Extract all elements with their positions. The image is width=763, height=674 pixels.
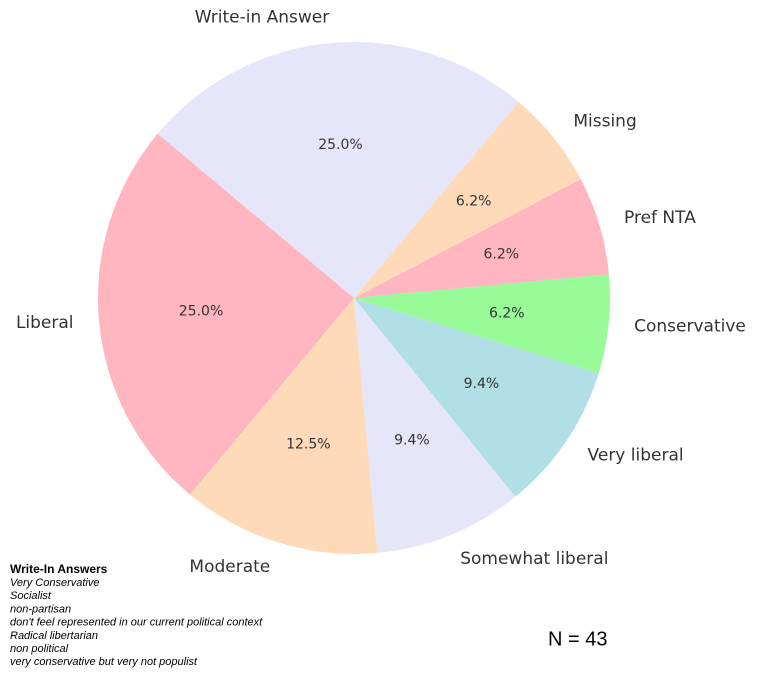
write-in-answer: Very Conservative: [10, 577, 99, 589]
slice-label: Pref NTA: [624, 208, 696, 228]
slice-percent: 6.2%: [489, 306, 525, 322]
slice-label: Very liberal: [588, 445, 684, 465]
slice-label: Write-in Answer: [195, 7, 330, 27]
pie-slice: [190, 298, 378, 554]
sample-size: N = 43: [548, 628, 607, 650]
pie-slice: [97, 133, 354, 495]
slice-percent: 12.5%: [286, 437, 330, 453]
pie-slice: [157, 41, 519, 298]
slice-label: Missing: [573, 111, 636, 131]
pie-slice: [354, 298, 599, 497]
slice-label: Liberal: [16, 313, 74, 333]
write-in-answer: non-partisan: [10, 603, 71, 615]
pie-slice: [354, 274, 610, 373]
slice-percent: 6.2%: [483, 246, 519, 262]
slice-percent: 6.2%: [456, 194, 492, 210]
pie-slice: [354, 179, 609, 298]
slice-label: Moderate: [189, 557, 270, 577]
write-in-answer: very conservative but very not populist: [10, 656, 198, 668]
write-in-answer: Radical libertarian: [10, 630, 98, 642]
slice-label: Conservative: [634, 317, 746, 337]
slice-percent: 9.4%: [394, 432, 430, 448]
write-in-answer: non political: [10, 643, 69, 655]
slice-label: Somewhat liberal: [460, 549, 608, 569]
slice-percent: 25.0%: [179, 304, 223, 320]
write-in-answer: don't feel represented in our current po…: [10, 617, 263, 629]
pie-slice: [354, 101, 581, 298]
write-in-answer: Socialist: [10, 590, 52, 602]
pie-slice: [354, 298, 516, 553]
slice-percent: 25.0%: [318, 137, 362, 153]
write-in-title: Write-In Answers: [10, 562, 108, 576]
slice-percent: 9.4%: [464, 376, 500, 392]
